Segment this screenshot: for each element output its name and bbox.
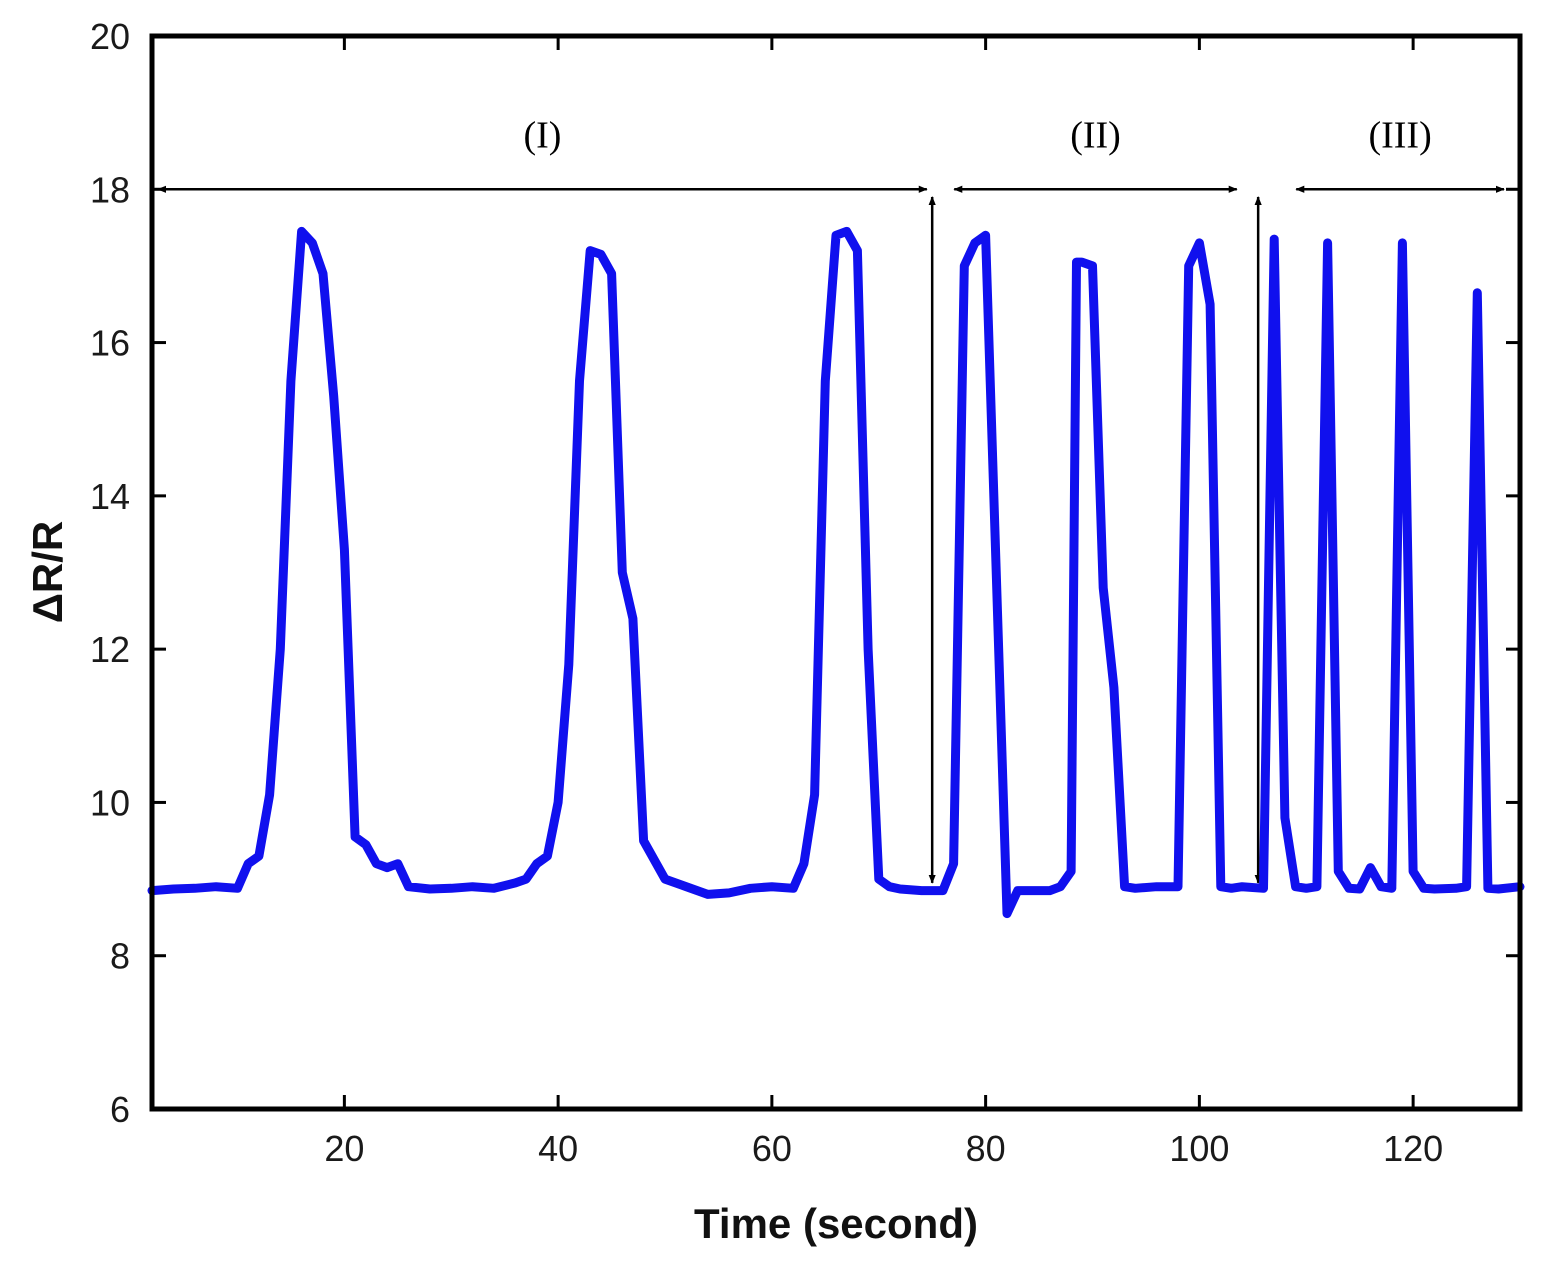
y-tick-label: 12 bbox=[90, 629, 130, 670]
y-tick-label: 18 bbox=[90, 169, 130, 210]
x-tick-label: 80 bbox=[966, 1128, 1006, 1169]
region-label: (I) bbox=[523, 114, 561, 156]
y-tick-label: 16 bbox=[90, 323, 130, 364]
y-tick-label: 6 bbox=[110, 1089, 130, 1130]
x-tick-label: 40 bbox=[538, 1128, 578, 1169]
x-tick-label: 120 bbox=[1383, 1128, 1443, 1169]
axis-ticks bbox=[152, 34, 1520, 1111]
y-tick-label: 14 bbox=[90, 476, 130, 517]
x-tick-label: 60 bbox=[752, 1128, 792, 1169]
y-tick-label: 10 bbox=[90, 782, 130, 823]
region-annotations: (I) (II) (III) bbox=[157, 114, 1505, 884]
series-line bbox=[147, 226, 1525, 919]
x-tick-label: 20 bbox=[324, 1128, 364, 1169]
y-axis-title: ΔR/R bbox=[24, 521, 71, 624]
series-layer bbox=[147, 226, 1525, 919]
x-axis-title: Time (second) bbox=[694, 1200, 978, 1247]
region-label: (III) bbox=[1368, 114, 1431, 156]
x-tick-label: 100 bbox=[1169, 1128, 1229, 1169]
y-tick-label: 8 bbox=[110, 936, 130, 977]
region-label: (II) bbox=[1070, 114, 1121, 156]
plot-frame bbox=[149, 33, 1523, 1112]
tick-labels: 20 40 60 80 100 120 6 8 10 12 14 16 18 20 bbox=[90, 16, 1443, 1169]
y-tick-label: 20 bbox=[90, 16, 130, 57]
